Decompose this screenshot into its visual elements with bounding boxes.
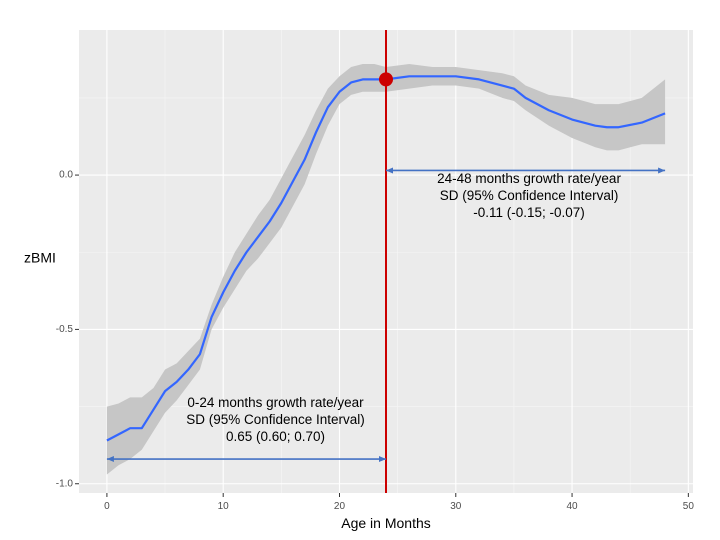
x-axis-title: Age in Months xyxy=(341,515,431,531)
annotation-line: 0-24 months growth rate/year xyxy=(187,395,364,410)
x-tick-label: 0 xyxy=(104,501,110,512)
arrows xyxy=(106,167,666,463)
trend-line xyxy=(106,75,666,442)
annotations: 0-24 months growth rate/year SD (95% Conf… xyxy=(186,171,621,444)
annotation-line: 0.65 (0.60; 0.70) xyxy=(226,429,325,444)
range-arrow-2 xyxy=(386,167,666,174)
x-axis: 0 10 20 30 40 50 xyxy=(104,493,694,512)
x-tick-label: 10 xyxy=(218,501,230,512)
annotation-line: -0.11 (-0.15; -0.07) xyxy=(473,205,585,220)
x-tick-label: 40 xyxy=(566,501,578,512)
y-axis-title: zBMI xyxy=(24,250,56,266)
y-tick-label: -1.0 xyxy=(56,478,74,489)
annotation-line: 24-48 months growth rate/year xyxy=(437,171,621,186)
arrow-head-right xyxy=(658,167,666,174)
annotation-line: SD (95% Confidence Interval) xyxy=(186,412,365,427)
arrow-head-left xyxy=(386,167,393,174)
annotation-2: 24-48 months growth rate/year SD (95% Con… xyxy=(437,171,621,220)
x-tick-label: 20 xyxy=(334,501,346,512)
annotation-line: SD (95% Confidence Interval) xyxy=(440,188,619,203)
marker-point xyxy=(379,72,393,87)
x-tick-label: 30 xyxy=(450,501,462,512)
annotation-1: 0-24 months growth rate/year SD (95% Conf… xyxy=(186,395,365,444)
range-arrow-1 xyxy=(106,456,386,463)
y-axis: -1.0 -0.5 0.0 xyxy=(56,170,79,489)
arrow-head-right xyxy=(379,456,386,463)
arrow-head-left xyxy=(106,456,114,463)
y-tick-label: 0.0 xyxy=(59,170,73,181)
confidence-band xyxy=(106,63,666,475)
y-tick-label: -0.5 xyxy=(56,324,74,335)
x-tick-label: 50 xyxy=(683,501,695,512)
